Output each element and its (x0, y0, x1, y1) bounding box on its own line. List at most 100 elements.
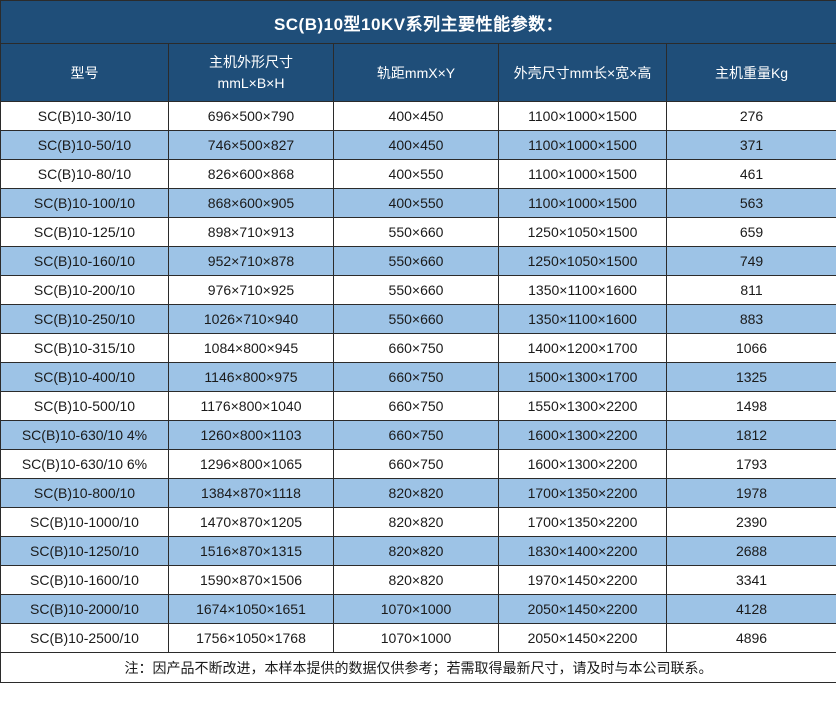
table-cell: 1498 (665, 391, 836, 421)
table-row: SC(B)10-30/10 696×500×790 400×450 1100×1000… (0, 101, 836, 131)
table-cell: 563 (665, 188, 836, 218)
table-cell: 1070×1000 (333, 623, 499, 653)
table-cell: 1100×1000×1500 (498, 188, 667, 218)
table-row: SC(B)10-50/10 746×500×827 400×450 1100×1000… (0, 130, 836, 160)
table-cell: SC(B)10-100/10 (0, 188, 169, 218)
table-cell: 400×450 (333, 130, 499, 160)
table-cell: 4128 (665, 594, 836, 624)
table-cell: SC(B)10-400/10 (0, 362, 169, 392)
table-cell: 826×600×868 (168, 159, 334, 189)
column-header-rail-gauge: 轨距mmX×Y (333, 43, 499, 102)
table-cell: SC(B)10-630/10 6% (0, 449, 169, 479)
table-cell: 1756×1050×1768 (168, 623, 334, 653)
table-cell: SC(B)10-80/10 (0, 159, 169, 189)
table-cell: 1384×870×1118 (168, 478, 334, 508)
table-row: SC(B)10-1600/10 1590×870×1506 820×820 1970×… (0, 565, 836, 595)
table-row: SC(B)10-630/10 4% 1260×800×1103 660×750 160… (0, 420, 836, 450)
table-row: SC(B)10-100/10 868×600×905 400×550 1100×100… (0, 188, 836, 218)
table-cell: 898×710×913 (168, 217, 334, 247)
table-cell: 1176×800×1040 (168, 391, 334, 421)
table-cell: 1700×1350×2200 (498, 478, 667, 508)
table-cell: 660×750 (333, 333, 499, 363)
table-cell: 820×820 (333, 478, 499, 508)
table-cell: 976×710×925 (168, 275, 334, 305)
column-header-enclosure-size: 外壳尺寸mm长×宽×高 (498, 43, 667, 102)
table-cell: 1070×1000 (333, 594, 499, 624)
table-row: SC(B)10-1250/10 1516×870×1315 820×820 1830×… (0, 536, 836, 566)
column-header-dimensions-line2: mmL×B×H (217, 74, 285, 91)
table-cell: SC(B)10-1600/10 (0, 565, 169, 595)
table-cell: 4896 (665, 623, 836, 653)
table-cell: 1146×800×975 (168, 362, 334, 392)
table-cell: 1260×800×1103 (168, 420, 334, 450)
table-row: SC(B)10-500/10 1176×800×1040 660×750 1550×1… (0, 391, 836, 421)
table-cell: 1700×1350×2200 (498, 507, 667, 537)
table-row: SC(B)10-800/10 1384×870×1118 820×820 1700×1… (0, 478, 836, 508)
table-cell: 1970×1450×2200 (498, 565, 667, 595)
table-cell: 1500×1300×1700 (498, 362, 667, 392)
table-cell: SC(B)10-1000/10 (0, 507, 169, 537)
table-cell: 1793 (665, 449, 836, 479)
table-cell: 1325 (665, 362, 836, 392)
table-cell: 3341 (665, 565, 836, 595)
table-row: SC(B)10-2500/10 1756×1050×1768 1070×1000 20… (0, 623, 836, 653)
table-cell: 1400×1200×1700 (498, 333, 667, 363)
table-cell: 1600×1300×2200 (498, 449, 667, 479)
table-cell: SC(B)10-160/10 (0, 246, 169, 276)
table-cell: SC(B)10-315/10 (0, 333, 169, 363)
table-cell: 2050×1450×2200 (498, 594, 667, 624)
table-cell: 371 (665, 130, 836, 160)
table-cell: 1350×1100×1600 (498, 304, 667, 334)
table-cell: 820×820 (333, 507, 499, 537)
table-cell: SC(B)10-2000/10 (0, 594, 169, 624)
table-cell: 660×750 (333, 449, 499, 479)
table-cell: 2050×1450×2200 (498, 623, 667, 653)
table-cell: 400×450 (333, 101, 499, 131)
table-row: SC(B)10-2000/10 1674×1050×1651 1070×1000 20… (0, 594, 836, 624)
table-cell: SC(B)10-250/10 (0, 304, 169, 334)
table-cell: 696×500×790 (168, 101, 334, 131)
table-row: SC(B)10-160/10 952×710×878 550×660 1250×105… (0, 246, 836, 276)
title-row: SC(B)10型10KV系列主要性能参数： (0, 0, 836, 44)
table-cell: 660×750 (333, 420, 499, 450)
table-cell: SC(B)10-125/10 (0, 217, 169, 247)
footer-note: 注：因产品不断改进，本样本提供的数据仅供参考；若需取得最新尺寸，请及时与本公司联… (0, 652, 836, 683)
table-cell: 461 (665, 159, 836, 189)
table-cell: 1674×1050×1651 (168, 594, 334, 624)
table-cell: 1812 (665, 420, 836, 450)
table-cell: 811 (665, 275, 836, 305)
table-cell: 1296×800×1065 (168, 449, 334, 479)
table-cell: 1250×1050×1500 (498, 217, 667, 247)
table-cell: 659 (665, 217, 836, 247)
table-cell: SC(B)10-630/10 4% (0, 420, 169, 450)
column-header-weight: 主机重量Kg (665, 43, 836, 102)
footer-row: 注：因产品不断改进，本样本提供的数据仅供参考；若需取得最新尺寸，请及时与本公司联… (0, 652, 836, 683)
table-cell: 1600×1300×2200 (498, 420, 667, 450)
column-header-model: 型号 (0, 43, 169, 102)
table-cell: 550×660 (333, 217, 499, 247)
table-cell: 883 (665, 304, 836, 334)
table-row: SC(B)10-400/10 1146×800×975 660×750 1500×13… (0, 362, 836, 392)
table-row: SC(B)10-250/10 1026×710×940 550×660 1350×11… (0, 304, 836, 334)
table-cell: 1590×870×1506 (168, 565, 334, 595)
table-cell: 400×550 (333, 159, 499, 189)
table-cell: 660×750 (333, 391, 499, 421)
table-cell: 550×660 (333, 275, 499, 305)
table-row: SC(B)10-80/10 826×600×868 400×550 1100×1000… (0, 159, 836, 189)
table-cell: SC(B)10-1250/10 (0, 536, 169, 566)
spec-table: SC(B)10型10KV系列主要性能参数： 型号 主机外形尺寸 mmL×B×H … (0, 0, 836, 683)
table-cell: 1100×1000×1500 (498, 159, 667, 189)
table-cell: 550×660 (333, 304, 499, 334)
table-cell: 276 (665, 101, 836, 131)
table-row: SC(B)10-125/10 898×710×913 550×660 1250×105… (0, 217, 836, 247)
table-cell: 1100×1000×1500 (498, 130, 667, 160)
table-cell: 1350×1100×1600 (498, 275, 667, 305)
table-row: SC(B)10-315/10 1084×800×945 660×750 1400×12… (0, 333, 836, 363)
table-cell: 746×500×827 (168, 130, 334, 160)
column-header-dimensions-line1: 主机外形尺寸 (209, 53, 293, 70)
header-row: 型号 主机外形尺寸 mmL×B×H 轨距mmX×Y 外壳尺寸mm长×宽×高 主机… (0, 43, 836, 102)
table-cell: 2390 (665, 507, 836, 537)
column-header-dimensions: 主机外形尺寸 mmL×B×H (168, 43, 334, 102)
table-cell: 1978 (665, 478, 836, 508)
